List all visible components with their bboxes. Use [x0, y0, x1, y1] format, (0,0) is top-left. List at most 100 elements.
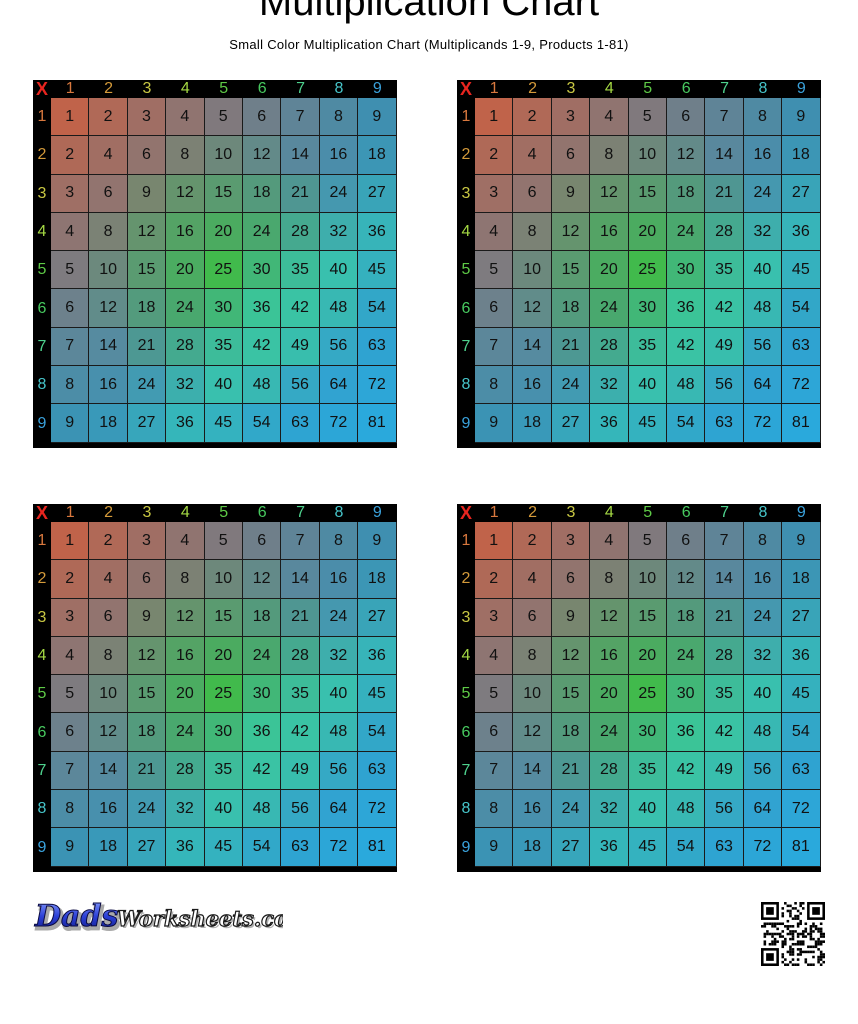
- product-cell: 42: [705, 713, 744, 752]
- product-cell: 9: [51, 404, 90, 443]
- product-cell: 48: [242, 790, 282, 829]
- product-cell: 36: [666, 713, 706, 752]
- column-header: 5: [643, 504, 653, 521]
- product-cell: 54: [358, 713, 397, 752]
- product-cell: 20: [590, 251, 629, 290]
- product-cell: 3: [51, 598, 90, 637]
- product-cell: 28: [281, 636, 320, 676]
- corner-x-label: X: [35, 503, 48, 523]
- column-header: 9: [372, 80, 382, 97]
- product-cell: 72: [358, 366, 397, 405]
- product-cell: 10: [628, 560, 667, 599]
- product-cell: 9: [358, 98, 397, 137]
- product-cell: 24: [590, 713, 629, 752]
- product-cell: 24: [166, 289, 205, 328]
- product-cell: 28: [705, 636, 744, 676]
- svg-text:Worksheets.com: Worksheets.com: [119, 908, 283, 933]
- qr-code-icon: [761, 902, 825, 966]
- product-cell: 24: [666, 636, 706, 676]
- product-cell: 7: [705, 98, 744, 137]
- column-header: 8: [334, 504, 344, 521]
- product-cell: 20: [628, 212, 667, 252]
- column-header: 1: [65, 80, 75, 97]
- product-cell: 54: [666, 828, 706, 867]
- product-cell: 7: [281, 98, 320, 137]
- product-cell: 4: [590, 98, 629, 137]
- product-cell: 24: [743, 598, 783, 637]
- product-cell: 18: [666, 598, 706, 637]
- product-cell: 14: [89, 751, 128, 791]
- product-cell: 21: [281, 598, 320, 637]
- product-cell: 2: [475, 560, 514, 599]
- product-cell: 18: [127, 289, 167, 328]
- column-header: 4: [604, 80, 614, 97]
- product-cell: 63: [705, 828, 744, 867]
- product-cell: 3: [127, 98, 167, 137]
- product-cell: 24: [743, 174, 783, 213]
- product-cell: 14: [513, 751, 552, 791]
- product-cell: 32: [319, 636, 359, 676]
- row-header: 9: [461, 838, 471, 856]
- row-header: 2: [461, 570, 471, 588]
- page-title: Multiplication Chart: [258, 0, 600, 24]
- product-cell: 40: [319, 251, 359, 290]
- product-cell: 48: [242, 366, 282, 405]
- row-header: 7: [37, 761, 47, 779]
- product-cell: 21: [281, 174, 320, 213]
- product-cell: 18: [358, 560, 397, 599]
- row-header: 9: [37, 414, 47, 432]
- column-header: 3: [142, 80, 152, 97]
- product-cell: 56: [281, 790, 320, 829]
- product-cell: 4: [590, 522, 629, 561]
- product-cell: 12: [666, 560, 706, 599]
- product-cell: 49: [281, 327, 320, 367]
- row-header: 7: [37, 337, 47, 355]
- product-cell: 42: [281, 713, 320, 752]
- product-cell: 9: [51, 828, 90, 867]
- product-cell: 6: [513, 174, 552, 213]
- column-header: 1: [489, 504, 499, 521]
- product-cell: 2: [51, 136, 90, 175]
- product-cell: 36: [666, 289, 706, 328]
- product-cell: 27: [358, 598, 397, 637]
- corner-x-label: X: [459, 79, 472, 99]
- product-cell: 35: [628, 751, 667, 791]
- product-cell: 45: [204, 404, 243, 443]
- product-cell: 42: [242, 327, 282, 367]
- product-cell: 42: [281, 289, 320, 328]
- product-cell: 42: [666, 751, 706, 791]
- column-header: 4: [180, 80, 190, 97]
- product-cell: 8: [89, 636, 128, 676]
- product-cell: 25: [628, 675, 667, 714]
- product-cell: 24: [590, 289, 629, 328]
- product-cell: 10: [513, 251, 552, 290]
- product-cell: 16: [166, 212, 205, 252]
- product-cell: 54: [358, 289, 397, 328]
- product-cell: 10: [89, 251, 128, 290]
- product-cell: 24: [127, 790, 167, 829]
- product-cell: 27: [551, 404, 591, 443]
- product-cell: 72: [782, 366, 821, 405]
- row-header: 2: [37, 570, 47, 588]
- product-cell: 4: [166, 522, 205, 561]
- multiplication-chart: X 1 2 3 4 5 6 7 8 9 1 1 2 3 4 5 6 7 8 9 2 2 4 6 8 10 12 14 16 18 3 3 6 9 1…: [33, 504, 397, 872]
- row-header: 1: [37, 532, 47, 550]
- product-cell: 48: [743, 713, 783, 752]
- product-cell: 6: [551, 136, 591, 175]
- product-cell: 20: [166, 675, 205, 714]
- product-cell: 12: [513, 713, 552, 752]
- product-cell: 45: [782, 251, 821, 290]
- product-cell: 18: [127, 713, 167, 752]
- column-header: 8: [334, 80, 344, 97]
- product-cell: 8: [166, 136, 205, 175]
- product-cell: 45: [358, 251, 397, 290]
- product-cell: 28: [166, 327, 205, 367]
- product-cell: 56: [743, 327, 783, 367]
- row-header: 2: [37, 146, 47, 164]
- product-cell: 5: [51, 675, 90, 714]
- column-header: 8: [758, 504, 768, 521]
- product-cell: 72: [319, 828, 359, 867]
- product-cell: 18: [89, 404, 128, 443]
- column-header: 3: [566, 80, 576, 97]
- column-header: 7: [296, 80, 305, 97]
